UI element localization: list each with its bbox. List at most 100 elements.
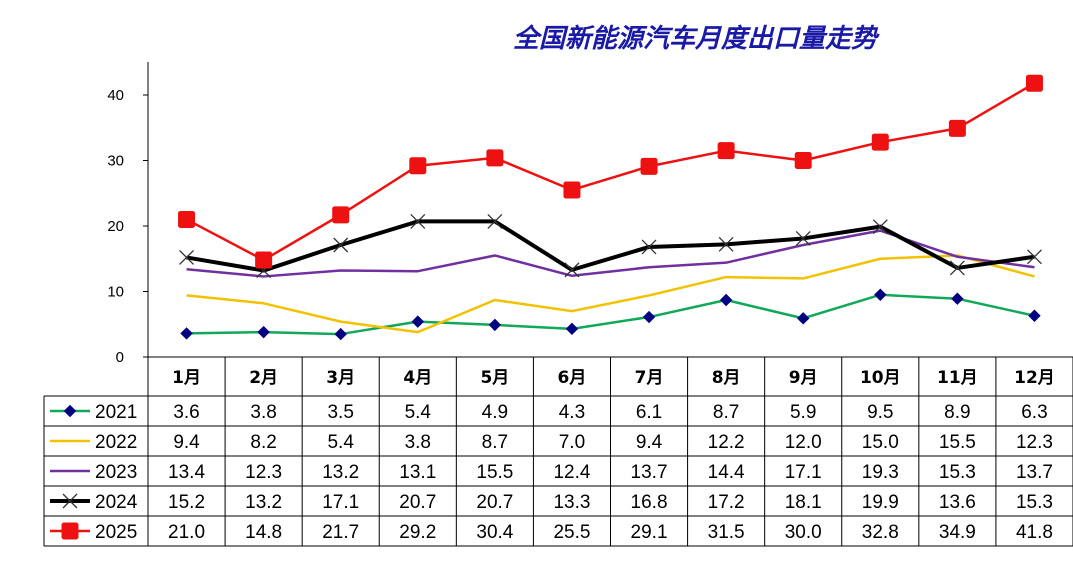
y-tick-label: 0: [116, 349, 124, 366]
table-cell-value: 3.6: [173, 402, 199, 423]
legend-entry-2022: 2022: [50, 432, 137, 453]
table-cell-value: 13.1: [399, 462, 436, 483]
data-point-2021: [874, 288, 887, 301]
data-point-2025: [409, 157, 427, 175]
data-point-2025: [1025, 74, 1043, 92]
series-line-2024: [186, 219, 1035, 273]
table-cell-value: 34.9: [939, 522, 976, 543]
x-category-label: 8月: [712, 368, 741, 388]
table-cell-value: 41.8: [1016, 522, 1053, 543]
legend-entry-2024: 2024: [50, 492, 138, 513]
x-category-label: 12月: [1014, 368, 1055, 388]
table-cell-value: 13.4: [168, 462, 205, 483]
x-category-label: 7月: [635, 368, 664, 388]
data-point-2021: [565, 322, 579, 336]
legend-marker: [63, 404, 77, 418]
data-point-2024: [410, 213, 426, 229]
table-cell-value: 14.8: [245, 522, 282, 543]
legend-label: 2025: [95, 522, 137, 543]
table-cell-value: 3.5: [327, 402, 353, 423]
data-point-2021: [411, 315, 424, 328]
table-cell-value: 6.3: [1021, 402, 1047, 423]
table-cell-value: 17.1: [322, 492, 359, 513]
data-point-2025: [255, 251, 273, 269]
series-2021: [180, 288, 1041, 341]
series-2022: [186, 254, 1035, 334]
data-point-2025: [948, 119, 966, 137]
table-cell-value: 13.7: [631, 462, 668, 483]
table-cell-value: 15.3: [939, 462, 976, 483]
legend-marker: [62, 493, 78, 509]
table-cell-value: 29.1: [631, 522, 668, 543]
table-cell-value: 15.3: [1016, 492, 1053, 513]
table-cell-value: 15.5: [939, 432, 976, 453]
table-cell-value: 15.2: [168, 492, 205, 513]
table-cell-value: 3.8: [405, 432, 431, 453]
data-point-2024: [564, 262, 580, 278]
data-point-2021: [488, 318, 502, 332]
data-point-2024: [949, 260, 965, 276]
data-table: 1月 2月 3月 4月 5月 6月 7月 8月 9月 10月 11月 12月 2021 3.6 3.8 3.5…: [43, 356, 1073, 547]
table-cell-value: 8.2: [250, 432, 276, 453]
y-axis: 0 10 20 30 40: [107, 62, 149, 366]
table-cell-value: 25.5: [553, 522, 590, 543]
table-cell-value: 13.2: [245, 492, 282, 513]
table-cell-value: 8.7: [713, 402, 739, 423]
table-cell-value: 4.9: [482, 402, 508, 423]
data-point-2025: [178, 210, 196, 228]
table-cell-value: 12.3: [1016, 432, 1053, 453]
table-cell-value: 16.8: [631, 492, 668, 513]
table-cell-value: 21.0: [168, 522, 205, 543]
table-cell-value: 9.4: [173, 432, 200, 453]
data-point-2021: [1028, 309, 1041, 322]
table-cell-value: 17.1: [785, 462, 822, 483]
chart-title: 全国新能源汽车月度出口量走势: [513, 24, 880, 54]
table-cell-value: 8.7: [482, 432, 508, 453]
table-cell-value: 5.4: [405, 402, 432, 423]
data-point-2025: [332, 206, 350, 224]
table-cell-value: 12.4: [553, 462, 590, 483]
table-cell-value: 17.2: [708, 492, 745, 513]
series-line-2025: [185, 82, 1036, 262]
table-cell-value: 31.5: [708, 522, 745, 543]
table-cell-value: 12.2: [708, 432, 745, 453]
table-cell-value: 30.0: [785, 522, 822, 543]
y-tick-label: 10: [107, 284, 124, 301]
x-category-label: 5月: [480, 368, 509, 388]
table-cell-value: 19.3: [862, 462, 899, 483]
table-cell-value: 20.7: [476, 492, 513, 513]
x-category-label: 6月: [558, 368, 587, 388]
series-2025: [178, 74, 1043, 269]
legend-label: 2023: [95, 462, 137, 483]
series-layer: [178, 74, 1043, 341]
data-point-2021: [719, 293, 733, 307]
table-cell-value: 18.1: [785, 492, 822, 513]
x-category-label: 9月: [789, 368, 818, 388]
legend-entry-2021: 2021: [50, 402, 137, 423]
table-cell-value: 12.3: [245, 462, 282, 483]
table-cell-value: 5.9: [790, 402, 816, 423]
x-category-label: 4月: [403, 368, 432, 388]
table-cell-value: 13.3: [553, 492, 590, 513]
data-point-2024: [333, 237, 349, 253]
data-point-2021: [257, 325, 270, 339]
data-point-2025: [563, 181, 581, 199]
data-point-2025: [640, 157, 658, 175]
table-cell-value: 19.9: [862, 492, 899, 513]
table-cell-value: 7.0: [559, 432, 585, 453]
table-cell-value: 12.0: [785, 432, 822, 453]
data-point-2021: [334, 327, 347, 341]
data-point-2024: [718, 236, 734, 252]
table-cell-value: 21.7: [322, 522, 359, 543]
table-cell-value: 5.4: [327, 432, 354, 453]
table-cell-value: 15.5: [476, 462, 513, 483]
data-point-2025: [871, 133, 889, 151]
data-point-2021: [642, 310, 656, 324]
legend-marker: [61, 522, 79, 540]
x-category-label: 10月: [860, 368, 901, 388]
x-category-label: 3月: [326, 368, 355, 388]
data-point-2024: [641, 239, 657, 255]
table-cell-value: 29.2: [399, 522, 436, 543]
data-point-2025: [486, 149, 504, 167]
series-2024: [179, 213, 1042, 278]
